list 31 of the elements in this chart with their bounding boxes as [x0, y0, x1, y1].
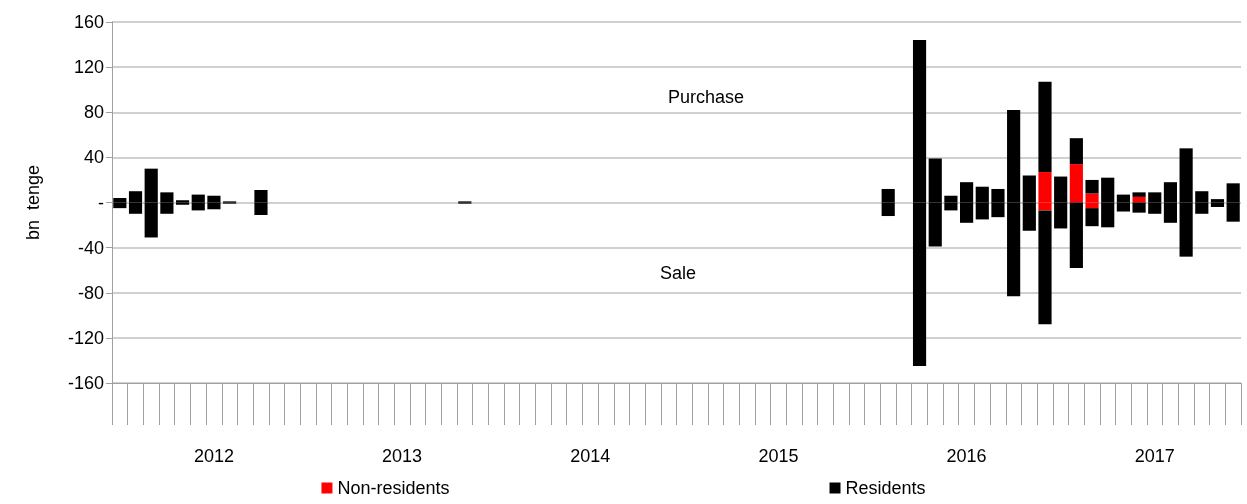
bar [1210, 199, 1225, 203]
bar [1132, 192, 1146, 197]
bar [1069, 164, 1083, 203]
y-tick-label: -80 [77, 282, 104, 303]
bar [1132, 196, 1146, 203]
bar [1085, 179, 1099, 194]
annotation: Purchase [668, 87, 745, 107]
bar [1038, 81, 1052, 173]
x-tick-label: 2017 [1134, 446, 1175, 466]
x-tick-label: 2014 [570, 446, 611, 466]
bar [1085, 208, 1099, 227]
y-tick-label: 120 [73, 57, 104, 78]
annotation: Sale [660, 263, 697, 283]
legend-label: Residents [845, 478, 926, 498]
x-tick-label: 2015 [758, 446, 799, 466]
x-tick-label: 2012 [193, 446, 234, 466]
y-tick-label: - [98, 192, 104, 213]
bar [1038, 210, 1052, 325]
y-tick-label: 40 [83, 147, 104, 168]
y-tick-label: 80 [83, 102, 104, 123]
y-axis-title: bn tenge [23, 164, 43, 241]
legend-label: Non-residents [337, 478, 450, 498]
x-tick-label: 2016 [946, 446, 987, 466]
bar [1069, 202, 1083, 268]
bar [1132, 202, 1146, 213]
bar [1069, 138, 1083, 165]
x-tick-label: 2013 [382, 446, 423, 466]
y-tick-label: 160 [73, 12, 104, 32]
y-tick-label: -120 [67, 327, 104, 348]
y-tick-label: -40 [77, 237, 104, 258]
y-tick-label: -160 [67, 373, 104, 393]
